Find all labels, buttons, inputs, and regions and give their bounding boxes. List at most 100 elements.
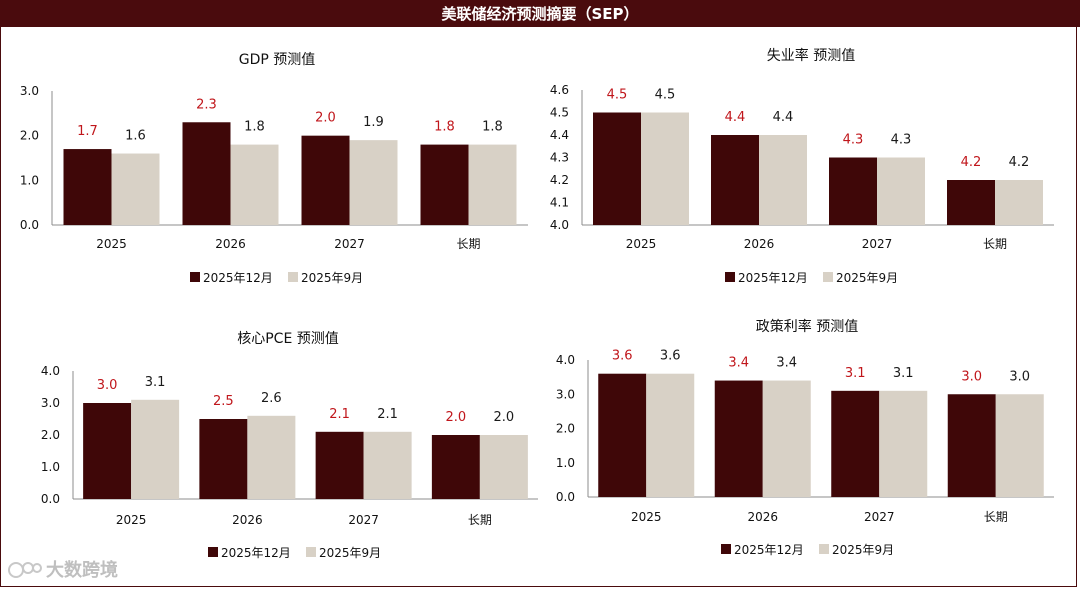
gdp-chart: GDP 预测值 0.0 1.0 2.0 3.0 1.7 1.6 2025 2.3 1.8 2026 2… — [20, 52, 528, 285]
x-category-label: 长期 — [456, 237, 480, 251]
legend-label-sep: 2025年9月 — [836, 271, 898, 285]
y-tick-label: 4.2 — [550, 173, 569, 187]
bar-dec-2025 — [301, 135, 350, 225]
legend-label-dec: 2025年12月 — [203, 271, 273, 285]
data-label-sep: 1.6 — [125, 129, 146, 144]
unemployment-chart: 失业率 预测值 4.0 4.1 4.2 4.3 4.4 4.5 4.6 4.5 4.5 2025 4.… — [550, 47, 1054, 285]
legend-label-dec: 2025年12月 — [738, 271, 808, 285]
bar-dec-2025 — [947, 394, 996, 497]
bar-dec-2025 — [598, 373, 647, 497]
y-tick-label: 1.0 — [41, 460, 60, 474]
legend-swatch-sep — [823, 272, 833, 282]
bar-dec-2025 — [431, 435, 480, 499]
x-category-label: 2026 — [232, 513, 263, 527]
chart-title: GDP 预测值 — [239, 52, 316, 68]
x-category-label: 2027 — [864, 510, 895, 524]
x-category-label: 长期 — [984, 510, 1008, 524]
data-label-dec: 2.1 — [329, 407, 350, 422]
page-header: 美联储经济预测摘要（SEP） — [0, 0, 1080, 27]
legend-swatch-sep — [819, 544, 829, 554]
legend-swatch-sep — [306, 547, 316, 557]
data-label-dec: 3.1 — [845, 366, 866, 381]
x-category-label: 2026 — [747, 510, 778, 524]
bar-sep-2025 — [646, 373, 695, 497]
data-label-sep: 2.6 — [261, 391, 282, 406]
x-category-label: 2025 — [631, 510, 662, 524]
legend-swatch-dec — [721, 544, 731, 554]
bar-sep-2025 — [995, 180, 1043, 225]
data-label-sep: 4.3 — [891, 133, 912, 148]
y-tick-label: 4.0 — [41, 364, 60, 378]
data-label-dec: 1.8 — [434, 120, 455, 135]
data-label-dec: 2.3 — [196, 97, 217, 112]
chart-title: 失业率 预测值 — [767, 47, 855, 64]
y-tick-label: 1.0 — [556, 456, 575, 470]
x-category-label: 2026 — [215, 237, 246, 251]
bar-sep-2025 — [641, 112, 689, 225]
legend-swatch-dec — [190, 272, 200, 282]
chart-title: 核心PCE 预测值 — [237, 331, 339, 347]
data-label-sep: 3.4 — [776, 356, 797, 371]
bar-dec-2025 — [199, 419, 248, 499]
x-category-label: 2025 — [116, 513, 147, 527]
y-tick-label: 3.0 — [556, 387, 575, 401]
watermark-text: 大数跨境 — [46, 560, 118, 581]
data-label-dec: 2.0 — [315, 111, 336, 126]
data-label-sep: 1.9 — [363, 115, 384, 130]
data-label-sep: 4.5 — [655, 88, 676, 103]
legend-swatch-sep — [288, 272, 298, 282]
data-label-dec: 3.6 — [612, 349, 633, 364]
y-tick-label: 4.0 — [550, 218, 569, 232]
x-category-label: 2025 — [96, 237, 127, 251]
y-tick-label: 2.0 — [556, 422, 575, 436]
legend-label-dec: 2025年12月 — [221, 546, 291, 560]
y-tick-label: 0.0 — [556, 490, 575, 504]
x-category-label: 长期 — [983, 237, 1007, 251]
y-tick-label: 4.4 — [550, 128, 569, 142]
bar-sep-2025 — [468, 144, 517, 225]
data-label-dec: 3.0 — [961, 369, 982, 384]
content-frame — [0, 27, 1077, 587]
data-label-dec: 4.4 — [725, 110, 746, 125]
core-pce-chart: 核心PCE 预测值 0.0 1.0 2.0 3.0 4.0 3.0 3.1 2025 2.5 2.6… — [41, 331, 538, 560]
bar-dec-2025 — [83, 403, 132, 499]
data-label-dec: 4.5 — [607, 88, 628, 103]
data-label-dec: 1.7 — [77, 124, 98, 139]
legend-swatch-dec — [208, 547, 218, 557]
x-category-label: 2027 — [334, 237, 365, 251]
bar-dec-2025 — [711, 135, 759, 225]
y-tick-label: 4.6 — [550, 83, 569, 97]
y-tick-label: 4.1 — [550, 196, 569, 210]
data-label-dec: 3.4 — [728, 356, 749, 371]
bar-sep-2025 — [762, 380, 811, 497]
legend-label-sep: 2025年9月 — [301, 271, 363, 285]
y-tick-label: 3.0 — [41, 396, 60, 410]
bar-dec-2025 — [714, 380, 763, 497]
bar-sep-2025 — [131, 399, 180, 499]
x-category-label: 2027 — [348, 513, 379, 527]
chart-title: 政策利率 预测值 — [756, 318, 858, 335]
bar-sep-2025 — [879, 390, 928, 497]
data-label-sep: 3.1 — [893, 366, 914, 381]
bar-dec-2025 — [829, 157, 877, 225]
y-tick-label: 0.0 — [41, 492, 60, 506]
bar-sep-2025 — [230, 144, 279, 225]
watermark: 大数跨境 — [8, 556, 118, 582]
bar-sep-2025 — [995, 394, 1044, 497]
bar-sep-2025 — [877, 157, 925, 225]
x-category-label: 2025 — [626, 237, 657, 251]
y-tick-label: 4.0 — [556, 353, 575, 367]
data-label-sep: 3.0 — [1009, 369, 1030, 384]
x-category-label: 2027 — [862, 237, 893, 251]
data-label-sep: 2.1 — [377, 407, 398, 422]
bar-dec-2025 — [831, 390, 880, 497]
y-tick-label: 4.3 — [550, 151, 569, 165]
data-label-sep: 4.4 — [773, 110, 794, 125]
legend-label-dec: 2025年12月 — [734, 543, 804, 557]
bar-sep-2025 — [759, 135, 807, 225]
bar-sep-2025 — [363, 431, 412, 499]
y-tick-label: 0.0 — [20, 218, 39, 232]
bar-sep-2025 — [349, 140, 398, 225]
data-label-sep: 4.2 — [1009, 155, 1030, 170]
bar-dec-2025 — [420, 144, 469, 225]
